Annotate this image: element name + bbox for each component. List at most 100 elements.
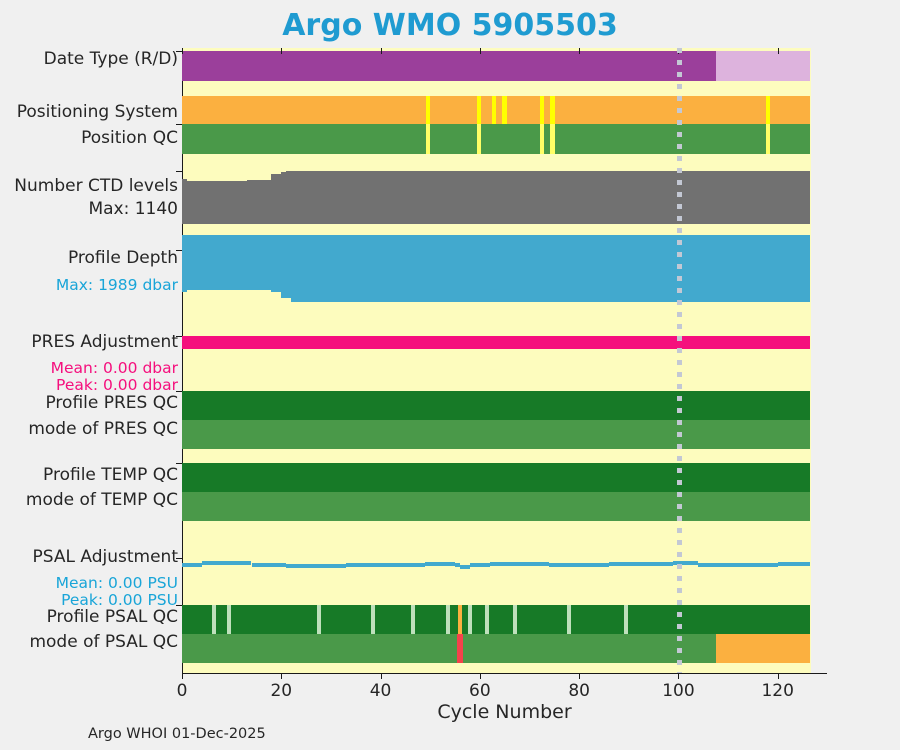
date-type-segment-D xyxy=(715,51,810,81)
x-tick xyxy=(281,673,283,679)
psal-adjustment-line-segment xyxy=(286,564,346,568)
y-tick xyxy=(176,51,182,52)
row-label-psal-adjustment-mean: Mean: 0.00 PSU xyxy=(55,574,178,592)
x-tick xyxy=(777,673,779,679)
profile-depth-step xyxy=(271,235,282,293)
x-tick-top xyxy=(479,48,481,54)
band-mpresqc-segment xyxy=(182,420,810,449)
y-tick xyxy=(176,605,182,606)
x-tick-top xyxy=(777,48,779,54)
psal-adjustment-line-segment xyxy=(231,561,252,565)
ctd-levels-step xyxy=(286,171,810,224)
row-label-profile-pres-qc: Profile PRES QC xyxy=(45,393,178,413)
reference-line-cycle-100 xyxy=(677,48,682,673)
page-title: Argo WMO 5905503 xyxy=(282,8,618,43)
profile-depth-step xyxy=(291,235,810,302)
x-tick-label: 80 xyxy=(568,681,590,701)
band-profile-depth xyxy=(182,235,810,302)
x-tick-label: 0 xyxy=(176,681,188,701)
x-axis-label: Cycle Number xyxy=(437,701,572,723)
positioning-flag xyxy=(502,96,507,124)
position-qc-flag xyxy=(550,124,555,154)
ctd-levels-step xyxy=(271,174,282,224)
x-tick-top xyxy=(281,48,283,54)
psal-adjustment-line-segment xyxy=(201,561,232,565)
profile-psal-qc-gap xyxy=(512,605,517,634)
psal-adjustment-line-segment xyxy=(345,563,401,567)
x-tick-label: 120 xyxy=(761,681,794,701)
psal-adjustment-line-segment xyxy=(757,563,778,567)
row-label-psal-adjustment-peak: Peak: 0.00 PSU xyxy=(61,591,178,609)
y-tick xyxy=(176,391,182,392)
band-date-type xyxy=(182,51,810,81)
x-axis-line xyxy=(182,673,827,674)
position-qc-flag xyxy=(765,124,771,154)
psal-adjustment-line-segment xyxy=(460,565,470,569)
y-tick xyxy=(176,336,182,337)
profile-psal-qc-gap xyxy=(485,605,490,634)
band-profile-psal-qc xyxy=(182,605,810,634)
profile-psal-qc-gap xyxy=(227,605,232,634)
x-tick xyxy=(678,673,680,679)
profile-psal-qc-gap xyxy=(212,605,217,634)
ctd-levels-step xyxy=(216,180,247,224)
band-profile-temp-qc xyxy=(182,463,810,492)
row-label-pres-adjustment-mean: Mean: 0.00 dbar xyxy=(50,359,178,377)
psal-adjustment-line-segment xyxy=(251,563,287,567)
band-psal-adjustment xyxy=(182,558,810,569)
psal-adjustment-line-segment xyxy=(400,563,426,567)
band-mode-temp-qc xyxy=(182,492,810,521)
position-qc-base xyxy=(182,124,810,154)
y-tick xyxy=(176,124,182,125)
psal-adjustment-line-segment xyxy=(489,562,550,566)
ctd-levels-step xyxy=(246,180,272,224)
psal-adjustment-line-segment xyxy=(673,561,699,565)
psal-adjustment-line-segment xyxy=(425,562,456,566)
x-tick-top xyxy=(579,48,581,54)
x-tick xyxy=(479,673,481,679)
date-type-segment-R xyxy=(182,51,716,81)
band-mtempqc-segment xyxy=(182,492,810,521)
band-profile-pres-qc xyxy=(182,391,810,420)
mode-psal-qc-segment-1 xyxy=(462,634,716,663)
x-tick-label: 60 xyxy=(469,681,491,701)
psal-adjustment-line-segment xyxy=(182,563,202,567)
profile-depth-step xyxy=(241,235,272,291)
x-tick-label: 40 xyxy=(369,681,392,701)
profile-psal-qc-flag xyxy=(458,605,462,634)
position-qc-flag xyxy=(425,124,430,154)
x-tick xyxy=(579,673,581,679)
row-label-date-type: Date Type (R/D) xyxy=(43,49,178,69)
x-tick xyxy=(182,673,183,679)
profile-psal-qc-gap xyxy=(371,605,376,634)
y-tick xyxy=(176,250,182,251)
profile-depth-step xyxy=(186,235,242,291)
positioning-flag xyxy=(425,96,430,124)
positioning-flag xyxy=(539,96,545,124)
profile-psal-qc-base xyxy=(182,605,810,634)
mode-psal-qc-segment-1 xyxy=(182,634,458,663)
x-tick-label: 20 xyxy=(270,681,293,701)
ctd-levels-step xyxy=(182,179,187,224)
pres-adjustment-line xyxy=(182,336,810,349)
profile-psal-qc-gap xyxy=(445,605,450,634)
psal-adjustment-line-segment xyxy=(608,562,659,566)
ctd-levels-step xyxy=(186,180,217,224)
y-tick xyxy=(176,463,182,464)
ctd-levels-step xyxy=(281,171,287,224)
y-tick xyxy=(176,558,182,559)
y-tick xyxy=(176,171,182,172)
x-tick-label: 100 xyxy=(662,681,695,701)
positioning-base xyxy=(182,96,810,124)
row-label-psal-adjustment: PSAL Adjustment xyxy=(32,547,178,567)
mode-psal-qc-segment-2 xyxy=(715,634,810,663)
profile-psal-qc-gap xyxy=(467,605,472,634)
profile-psal-qc-gap xyxy=(624,605,629,634)
psal-adjustment-line-segment xyxy=(469,563,490,567)
row-label-position-qc: Position QC xyxy=(81,128,178,148)
band-ppresqc-segment xyxy=(182,391,810,420)
row-label-profile-psal-qc: Profile PSAL QC xyxy=(46,607,178,627)
row-label-ctd-levels: Number CTD levels xyxy=(14,176,178,196)
positioning-flag xyxy=(550,96,555,124)
